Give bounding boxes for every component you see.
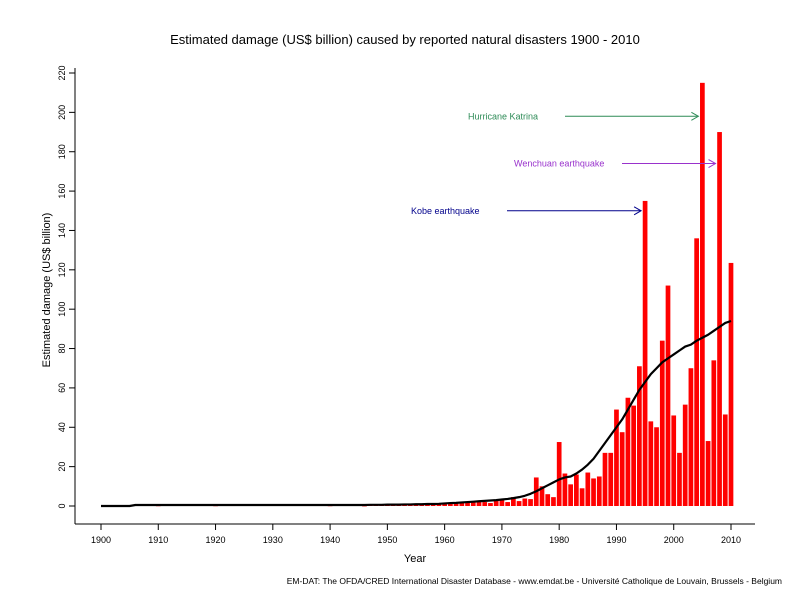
x-tick-label: 2000 xyxy=(664,535,684,545)
bar xyxy=(722,414,728,506)
bar xyxy=(654,427,659,506)
bar xyxy=(511,497,516,506)
bar xyxy=(493,500,499,506)
x-tick-label: 1980 xyxy=(549,535,569,545)
bar xyxy=(516,501,522,506)
y-tick-label: 180 xyxy=(57,144,67,159)
x-tick-label: 1990 xyxy=(606,535,626,545)
x-axis-label: Year xyxy=(404,553,427,565)
bar xyxy=(470,501,476,506)
x-tick-label: 1910 xyxy=(148,535,168,545)
bars xyxy=(133,82,734,507)
bar xyxy=(665,285,671,506)
bar xyxy=(619,432,625,506)
bar xyxy=(596,476,602,506)
x-tick-label: 1920 xyxy=(206,535,226,545)
bar xyxy=(476,501,482,506)
bar xyxy=(591,478,596,506)
x-tick-label: 1940 xyxy=(320,535,340,545)
bar xyxy=(585,472,591,506)
bar xyxy=(648,421,654,506)
bar xyxy=(465,502,470,506)
x-tick-label: 1950 xyxy=(377,535,397,545)
y-tick-label: 160 xyxy=(57,184,67,199)
x-tick-label: 2010 xyxy=(721,535,741,545)
chart-title: Estimated damage (US$ billion) caused by… xyxy=(170,32,640,47)
trend-line xyxy=(101,319,732,508)
bar xyxy=(425,504,430,506)
y-tick-label: 120 xyxy=(57,262,67,277)
bar xyxy=(642,200,648,506)
bar xyxy=(711,360,717,506)
bar xyxy=(614,409,619,506)
x-tick-label: 1960 xyxy=(435,535,455,545)
bar xyxy=(631,405,636,506)
bar xyxy=(579,488,585,506)
annotation-label: Hurricane Katrina xyxy=(468,111,538,121)
bar xyxy=(682,404,688,506)
annotation-label: Kobe earthquake xyxy=(411,206,480,216)
bar xyxy=(556,442,562,506)
y-tick-label: 40 xyxy=(57,422,67,432)
bar xyxy=(688,368,694,506)
bar xyxy=(659,340,665,506)
y-axis-label: Estimated damage (US$ billion) xyxy=(41,213,53,368)
bar xyxy=(499,499,505,506)
bar xyxy=(562,473,568,506)
bar xyxy=(625,397,631,506)
x-axis: 1900 1910 1920 1930 1940 1950 1960 1970 1980 1990… xyxy=(91,524,741,545)
bar xyxy=(728,262,734,506)
x-tick-label: 1930 xyxy=(263,535,283,545)
x-tick-label: 1970 xyxy=(492,535,512,545)
bar xyxy=(453,502,459,506)
y-tick-label: 60 xyxy=(57,383,67,393)
bar xyxy=(677,452,682,506)
bar xyxy=(488,503,493,506)
annotation-arrow-head xyxy=(633,206,643,216)
bar xyxy=(545,494,551,506)
bar xyxy=(705,441,711,506)
bar xyxy=(522,498,528,506)
bar xyxy=(505,502,510,506)
y-tick-label: 100 xyxy=(57,302,67,317)
bar xyxy=(694,238,699,506)
bar xyxy=(528,499,533,506)
y-tick-label: 80 xyxy=(57,344,67,354)
y-tick-label: 20 xyxy=(57,462,67,472)
bar xyxy=(459,503,465,506)
source-note: EM-DAT: The OFDA/CRED International Disa… xyxy=(287,576,782,586)
bar xyxy=(637,366,642,506)
y-axis: 0 20 40 60 80 100 120 140 160 180 200 220 xyxy=(57,65,75,509)
bar xyxy=(551,497,556,506)
bar xyxy=(608,452,614,506)
y-tick-label: 0 xyxy=(57,503,67,508)
annotation-arrow-head xyxy=(691,111,700,121)
bar xyxy=(436,504,442,506)
bar xyxy=(700,82,705,506)
y-tick-label: 220 xyxy=(57,65,67,80)
bar xyxy=(574,474,579,506)
annotations: Hurricane Katrina Wenchuan earthquake Kobe… xyxy=(411,111,717,216)
x-tick-label: 1900 xyxy=(91,535,111,545)
bar xyxy=(448,503,453,506)
bar xyxy=(602,452,608,506)
bar xyxy=(568,484,573,506)
bar xyxy=(482,502,488,506)
bar xyxy=(442,503,447,506)
annotation-label: Wenchuan earthquake xyxy=(514,159,604,169)
bar xyxy=(671,415,677,506)
bar xyxy=(539,486,545,506)
bar xyxy=(717,132,722,507)
y-tick-label: 200 xyxy=(57,105,67,120)
annotation-arrow-head xyxy=(708,159,717,168)
y-tick-label: 140 xyxy=(57,223,67,238)
